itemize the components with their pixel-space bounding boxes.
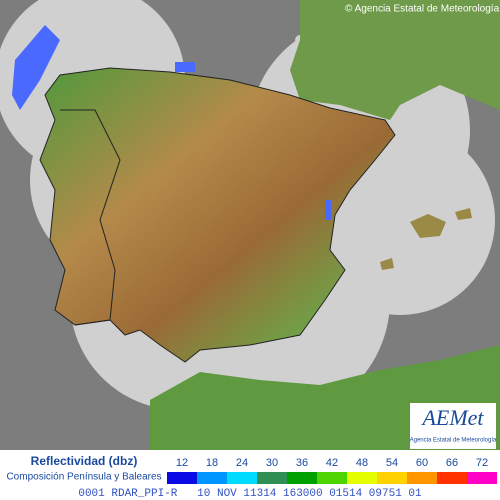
scale-label: 60 [416, 457, 428, 469]
scale-swatch [167, 472, 197, 484]
border [60, 109, 121, 326]
scale-label: 72 [476, 457, 488, 469]
logo: AEMet [420, 405, 484, 430]
scale-label: 36 [296, 457, 308, 469]
status-text: 0001 RDAR_PPI-R 10 NOV 11314 163000 0151… [78, 488, 422, 500]
status-bar [0, 485, 500, 500]
scale-label: 66 [446, 457, 458, 469]
scale-swatch [227, 472, 257, 484]
scale-label: 30 [266, 457, 278, 469]
scale-swatch [377, 472, 407, 484]
france-land [290, 0, 500, 120]
radar-echo [12, 25, 331, 220]
scale-swatch [257, 472, 287, 484]
iberia-land [39, 67, 396, 363]
balearic-island [380, 258, 394, 270]
scale-swatch [467, 472, 497, 484]
scale-label: 48 [356, 457, 368, 469]
logo-box [410, 403, 496, 449]
balearic-island [455, 208, 472, 220]
scale-swatch [287, 472, 317, 484]
balearic-island [410, 214, 446, 238]
copyright: © Agencia Estatal de Meteorología [345, 4, 500, 15]
logo-subtitle: Agencia Estatal de Meteorología [410, 438, 497, 444]
scale-swatch [407, 472, 437, 484]
scale-swatch [317, 472, 347, 484]
scale-label: 42 [326, 457, 338, 469]
scale-label: 18 [206, 457, 218, 469]
scale-label: 54 [386, 457, 398, 469]
legend-title: Reflectividad (dbz) [31, 454, 138, 468]
scale-swatch [197, 472, 227, 484]
legend-subtitle: Composición Península y Baleares [6, 472, 161, 483]
scale-swatch [437, 472, 467, 484]
scale-label: 24 [236, 457, 248, 469]
scale-swatch [347, 472, 377, 484]
scale-label: 12 [176, 457, 188, 469]
